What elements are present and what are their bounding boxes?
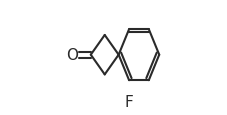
Text: F: F	[124, 94, 133, 109]
Text: O: O	[66, 48, 78, 63]
